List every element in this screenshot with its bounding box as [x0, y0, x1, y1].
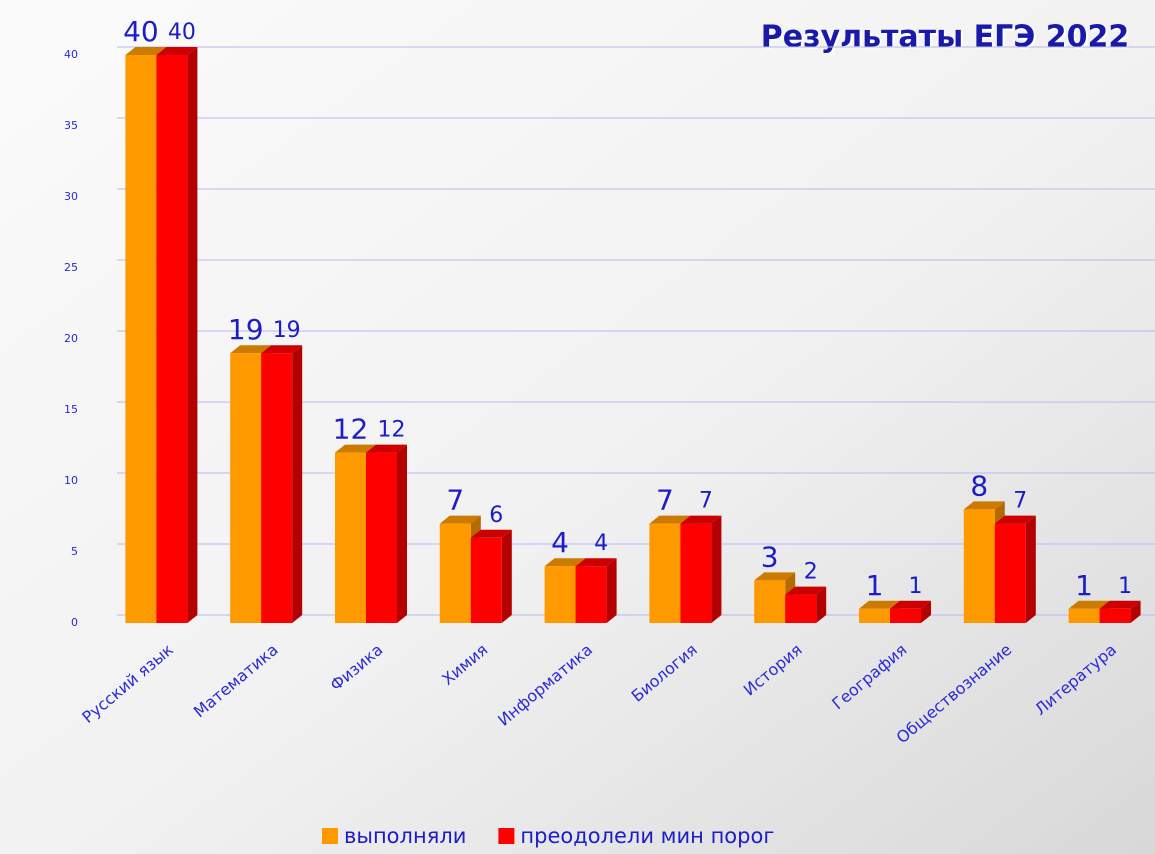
bar-side [292, 345, 303, 623]
bar-top [1099, 600, 1141, 609]
data-label: 40 [123, 15, 159, 48]
chart-title-shadow: Результаты ЕГЭ 2022 [763, 22, 1131, 57]
bar [754, 580, 786, 623]
bar [963, 509, 995, 623]
bar-side [397, 444, 407, 623]
bar [1068, 608, 1100, 623]
bar-top [859, 600, 900, 609]
bar [680, 523, 712, 623]
bar-top [754, 572, 796, 581]
bar-top [366, 444, 407, 453]
bar [544, 566, 576, 623]
data-label: 2 [804, 560, 818, 585]
legend-swatch [322, 828, 338, 844]
bar-side [1130, 600, 1141, 623]
bar-top [785, 586, 827, 595]
bar-side [711, 515, 722, 623]
bar [439, 523, 471, 623]
y-tick-label: 10 [64, 474, 78, 487]
bar [785, 594, 817, 623]
y-tick-label: 35 [64, 119, 78, 132]
bar [261, 353, 293, 623]
y-tick-label: 0 [71, 616, 78, 629]
bar [859, 608, 890, 623]
bar [649, 523, 681, 623]
data-label: 8 [970, 469, 988, 502]
bar [1099, 608, 1131, 623]
bar-side [187, 47, 198, 623]
data-label: 3 [761, 540, 779, 573]
bar [156, 55, 188, 623]
bar [575, 566, 607, 623]
bar-top [994, 515, 1036, 524]
data-label: 7 [1013, 489, 1027, 514]
bar-side [1025, 515, 1036, 623]
bar [890, 608, 921, 623]
y-tick-label: 40 [64, 48, 78, 61]
bar-top [890, 600, 931, 609]
bar-side [606, 558, 617, 623]
data-label: 19 [273, 318, 301, 343]
bar-top [156, 47, 198, 55]
y-tick-label: 30 [64, 190, 78, 203]
data-label: 7 [656, 484, 674, 517]
legend-label: преодолели мин порог [520, 824, 774, 848]
data-label: 1 [909, 574, 923, 599]
bar-top [230, 345, 272, 354]
bar [470, 537, 502, 623]
y-tick-label: 15 [64, 403, 78, 416]
legend-label: выполняли [344, 824, 466, 848]
y-tick-label: 20 [64, 332, 78, 345]
data-label: 40 [168, 20, 196, 45]
bar [230, 353, 262, 623]
bar [335, 452, 366, 623]
bar-top [125, 47, 167, 55]
bar-top [1068, 600, 1110, 609]
bar [125, 55, 157, 623]
bar [994, 523, 1026, 623]
data-label: 1 [866, 569, 884, 602]
bar-top [963, 501, 1005, 510]
bar-side [816, 586, 827, 623]
data-label: 1 [1075, 569, 1093, 602]
data-label: 6 [489, 503, 503, 528]
data-label: 12 [378, 418, 406, 443]
y-tick-label: 5 [71, 545, 78, 558]
chart-title: Результаты ЕГЭ 2022 [761, 20, 1129, 55]
data-label: 12 [333, 413, 369, 446]
bar-top [470, 529, 512, 538]
data-label: 1 [1118, 574, 1132, 599]
bar-top [575, 558, 617, 567]
data-label: 7 [446, 484, 464, 517]
data-label: 4 [594, 531, 608, 556]
bar-top [649, 515, 691, 524]
bar [366, 452, 397, 623]
bar-top [335, 444, 376, 453]
bar-top [544, 558, 586, 567]
y-tick-label: 25 [64, 261, 78, 274]
data-label: 7 [699, 489, 713, 514]
data-label: 4 [551, 526, 569, 559]
bar-top [680, 515, 722, 524]
data-label: 19 [228, 313, 264, 346]
bar-side [501, 529, 512, 623]
bar-top [261, 345, 303, 354]
bar-top [439, 515, 481, 524]
bar-side [921, 600, 931, 623]
legend-swatch [498, 828, 515, 844]
